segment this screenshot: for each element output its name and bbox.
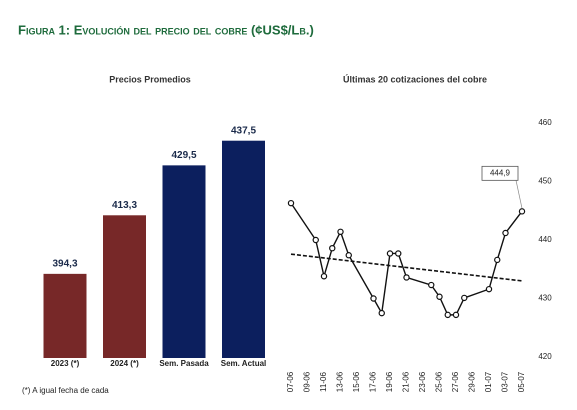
x-tick-label: 21-06 xyxy=(402,371,411,392)
y-tick-label: 430 xyxy=(538,294,552,303)
figure-title: Figura 1: Evolución del precio del cobre… xyxy=(18,22,314,37)
point xyxy=(403,274,410,281)
x-tick-label: 27-06 xyxy=(451,371,460,392)
point xyxy=(428,281,435,289)
line xyxy=(290,202,523,316)
bar xyxy=(162,165,206,358)
value-label: 429,5 xyxy=(171,150,196,161)
bar xyxy=(103,215,146,358)
point xyxy=(444,311,451,319)
point xyxy=(502,229,509,237)
value-label: 394,3 xyxy=(52,258,77,269)
point xyxy=(436,293,443,300)
x-tick-label: 17-06 xyxy=(369,371,378,392)
x-tick-label: 05-07 xyxy=(517,371,526,392)
x-tick-label: 19-06 xyxy=(385,371,394,392)
x-tick-label: 15-06 xyxy=(352,371,361,392)
y-tick-label: 440 xyxy=(538,235,552,244)
x-tick-label: 2023 (*) xyxy=(51,359,80,368)
point xyxy=(395,250,402,257)
label-leader xyxy=(515,180,523,209)
x-tick-label: 23-06 xyxy=(418,371,427,392)
x-tick-label: 25-06 xyxy=(435,371,444,392)
point xyxy=(337,228,344,236)
x-tick-label: Sem. Actual xyxy=(221,359,267,368)
x-tick-label: 03-07 xyxy=(501,371,510,392)
y-tick-label: 460 xyxy=(538,118,552,127)
bar xyxy=(43,273,87,358)
label-box xyxy=(481,165,519,181)
x-tick-label: 2024 (*) xyxy=(110,359,139,368)
point xyxy=(320,273,328,280)
x-tick-label: 01-07 xyxy=(484,371,493,392)
value-label: 413,3 xyxy=(112,200,137,211)
chart-title: Precios Promedios xyxy=(109,74,191,84)
value-label: 437,5 xyxy=(231,125,256,136)
value-label: 444,9 xyxy=(490,168,511,177)
point xyxy=(461,294,468,302)
x-tick-label: 09-06 xyxy=(303,371,312,392)
y-tick-label: 420 xyxy=(538,352,552,361)
x-tick-label: 11-06 xyxy=(319,372,328,392)
point xyxy=(518,208,526,215)
point xyxy=(287,199,295,207)
point xyxy=(494,256,501,264)
chart-title: Últimas 20 cotizaciones del cobre xyxy=(343,73,487,84)
x-tick-label: 07-06 xyxy=(286,371,295,392)
x-tick-label: Sem. Pasada xyxy=(159,359,209,368)
point xyxy=(370,295,377,302)
point xyxy=(452,311,460,319)
point xyxy=(378,309,385,317)
point xyxy=(329,244,336,252)
y-tick-label: 450 xyxy=(538,177,552,186)
x-tick-label: 29-06 xyxy=(468,371,477,392)
footnote: (*) A igual fecha de cada xyxy=(22,386,109,395)
point xyxy=(485,285,493,293)
point xyxy=(312,236,319,244)
point xyxy=(386,250,394,257)
bar xyxy=(222,140,265,358)
point xyxy=(345,252,352,259)
x-tick-label: 13-06 xyxy=(336,371,345,392)
